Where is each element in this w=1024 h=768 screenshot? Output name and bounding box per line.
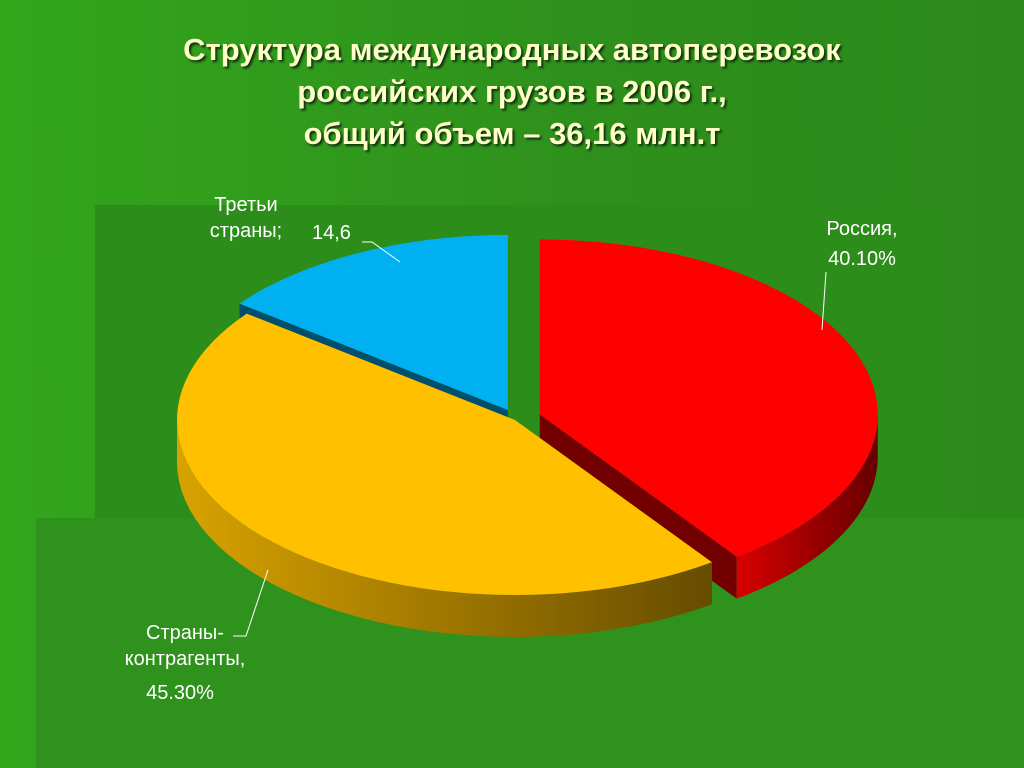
value-label: 40.10% [828,248,896,270]
value-label: 45.30% [146,682,214,704]
slice-wall [736,414,878,599]
chart-title: российских грузов в 2006 г., [297,74,727,109]
pie-slice [177,313,712,595]
chart-title: Структура международных автоперевозок [183,32,841,67]
leader-line [362,241,401,263]
chart-title: общий объем – 36,16 млн.т [303,116,721,151]
value-label: 14,6 [312,222,351,244]
pie-slice [539,239,878,557]
category-label: Страны-контрагенты, [124,622,246,670]
leader-line [821,271,827,331]
category-label: Третьи страны; [209,194,283,242]
slice-wall [177,420,712,637]
category-label: Россия, [826,218,898,240]
pie-slice [239,234,508,410]
leader-line [233,569,269,637]
